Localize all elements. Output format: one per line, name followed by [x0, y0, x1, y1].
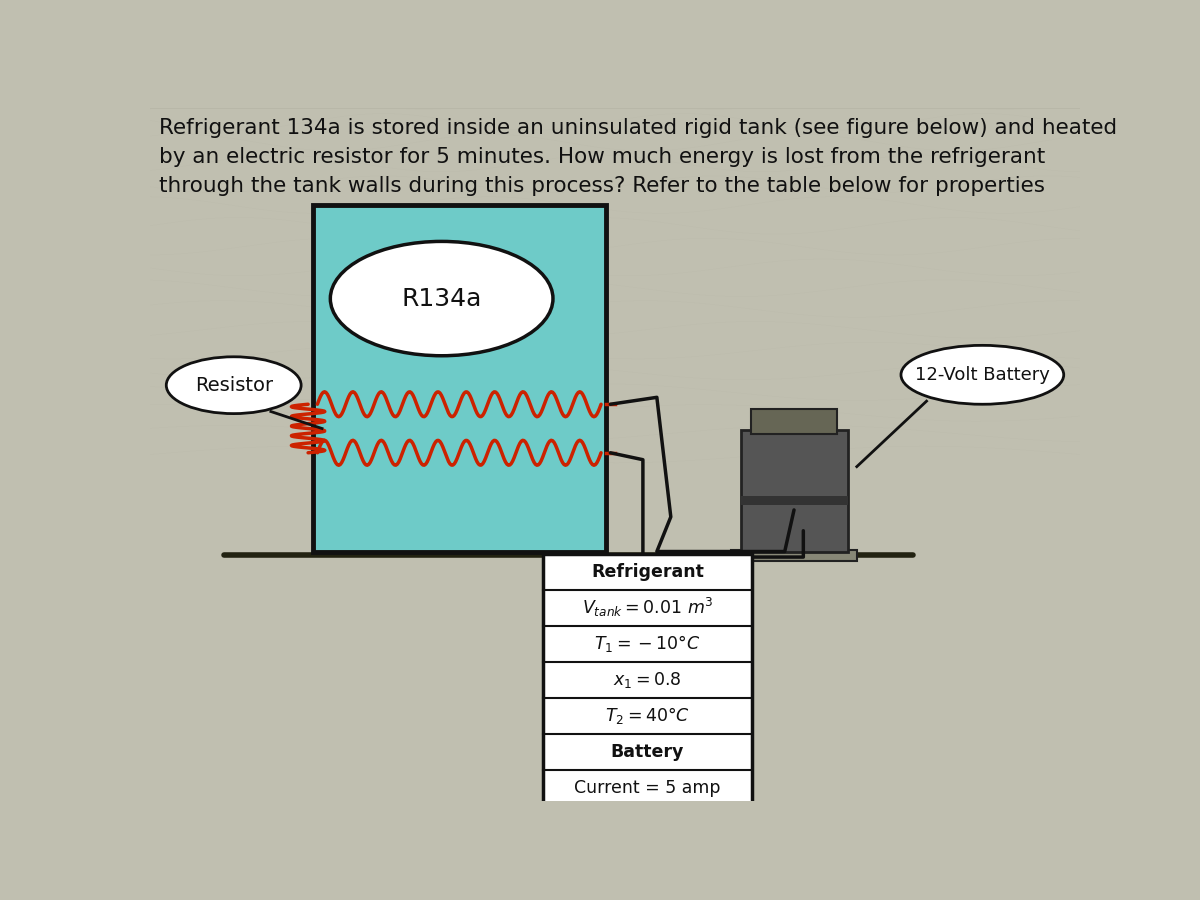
Text: $T_2 = 40°C$: $T_2 = 40°C$: [605, 706, 690, 726]
FancyBboxPatch shape: [542, 554, 752, 806]
FancyBboxPatch shape: [751, 410, 836, 434]
Text: Refrigerant: Refrigerant: [592, 562, 704, 580]
FancyBboxPatch shape: [313, 205, 606, 552]
Text: R134a: R134a: [402, 286, 482, 310]
FancyBboxPatch shape: [740, 496, 847, 506]
Text: 12-Volt Battery: 12-Volt Battery: [914, 365, 1050, 383]
Text: $T_1 = -10°C$: $T_1 = -10°C$: [594, 634, 701, 654]
Text: $V_{tank} = 0.01\ m^3$: $V_{tank} = 0.01\ m^3$: [582, 596, 713, 619]
Text: Current = 5 amp: Current = 5 amp: [575, 778, 721, 796]
Ellipse shape: [901, 346, 1063, 404]
FancyBboxPatch shape: [731, 550, 857, 561]
Text: $x_1= 0.8$: $x_1= 0.8$: [613, 670, 682, 689]
Ellipse shape: [167, 356, 301, 414]
Text: Battery: Battery: [611, 742, 684, 760]
Text: Refrigerant 134a is stored inside an uninsulated rigid tank (see figure below) a: Refrigerant 134a is stored inside an uni…: [160, 119, 1117, 196]
Text: Resistor: Resistor: [194, 375, 272, 395]
Ellipse shape: [330, 241, 553, 356]
FancyBboxPatch shape: [740, 430, 847, 552]
